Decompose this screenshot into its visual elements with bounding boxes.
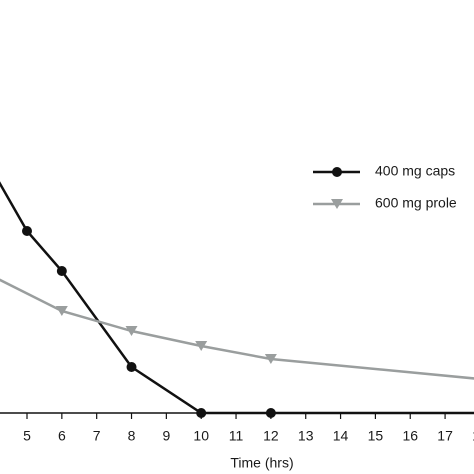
data-point	[56, 266, 67, 276]
x-axis-label: Time (hrs)	[230, 455, 293, 471]
x-tick-label: 15	[368, 428, 384, 444]
series-line	[0, 278, 474, 380]
x-tick-label: 5	[23, 428, 31, 444]
data-point	[22, 226, 33, 236]
x-tick-label: 6	[58, 428, 66, 444]
x-tick-label: 16	[402, 428, 418, 444]
data-point	[126, 362, 137, 372]
x-tick-label: 13	[298, 428, 314, 444]
data-point	[195, 341, 208, 351]
x-tick-label: 9	[162, 428, 170, 444]
x-tick-label: 12	[263, 428, 279, 444]
legend-marker	[331, 199, 343, 209]
data-point	[196, 408, 207, 418]
x-tick-label: 11	[229, 428, 244, 444]
x-tick-label: 17	[437, 428, 453, 444]
x-tick-label: 14	[333, 428, 349, 444]
x-tick-label: 18	[472, 428, 474, 444]
x-tick-label: 8	[128, 428, 136, 444]
x-tick-label: 7	[93, 428, 101, 444]
data-point	[55, 306, 68, 316]
data-point	[125, 326, 138, 336]
x-tick-label: 10	[193, 428, 209, 444]
legend-label: 600 mg prole	[375, 195, 457, 211]
legend-marker	[332, 167, 342, 177]
data-point	[265, 408, 276, 418]
legend-label: 400 mg caps	[375, 163, 455, 179]
data-point	[264, 354, 277, 364]
